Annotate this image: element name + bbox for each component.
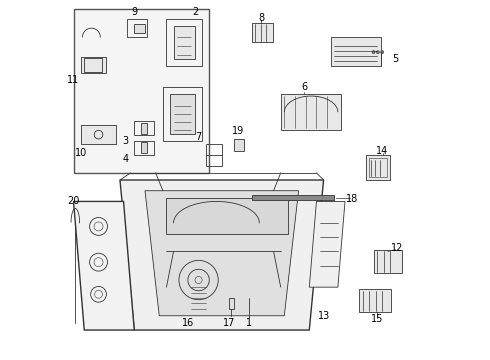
Bar (234, 139, 245, 152)
Ellipse shape (372, 51, 375, 54)
Bar (134, 121, 154, 135)
Bar (229, 298, 234, 309)
Text: 1: 1 (245, 318, 252, 328)
Bar (163, 87, 202, 141)
Bar (167, 198, 288, 234)
Bar (142, 123, 147, 134)
Bar (81, 125, 117, 144)
Bar (173, 26, 195, 59)
Text: 9: 9 (131, 7, 137, 17)
Text: 8: 8 (258, 13, 264, 23)
Text: 2: 2 (192, 7, 198, 17)
Bar (359, 289, 392, 312)
Bar (369, 158, 387, 177)
Bar (170, 94, 195, 134)
Text: 18: 18 (346, 194, 358, 203)
Text: 10: 10 (74, 148, 87, 158)
Bar (367, 155, 390, 180)
Polygon shape (309, 202, 345, 287)
Bar (134, 23, 145, 33)
Text: 12: 12 (391, 243, 403, 253)
Bar (81, 57, 106, 73)
Text: 6: 6 (301, 82, 307, 92)
Text: 17: 17 (223, 318, 235, 328)
Text: 11: 11 (68, 75, 80, 85)
Text: 5: 5 (392, 54, 398, 64)
Text: 15: 15 (371, 314, 383, 324)
Polygon shape (120, 180, 323, 330)
Text: 3: 3 (122, 136, 128, 146)
Bar (206, 144, 222, 166)
Text: 4: 4 (122, 154, 128, 163)
Bar (84, 58, 102, 72)
Polygon shape (145, 191, 298, 316)
Bar (331, 37, 381, 66)
Text: 16: 16 (182, 318, 194, 328)
Text: 7: 7 (196, 132, 202, 142)
Bar (252, 23, 273, 42)
Bar (373, 249, 402, 273)
Bar (74, 9, 209, 173)
Text: 19: 19 (232, 126, 244, 136)
Ellipse shape (376, 51, 379, 54)
Bar (252, 195, 334, 200)
Bar (127, 19, 147, 37)
Text: 13: 13 (318, 311, 330, 321)
Text: 20: 20 (67, 197, 80, 206)
Ellipse shape (381, 51, 384, 54)
Bar (134, 141, 154, 155)
Text: 14: 14 (376, 147, 389, 157)
Bar (281, 94, 342, 130)
Bar (142, 143, 147, 153)
Polygon shape (74, 202, 134, 330)
Bar (167, 19, 202, 66)
